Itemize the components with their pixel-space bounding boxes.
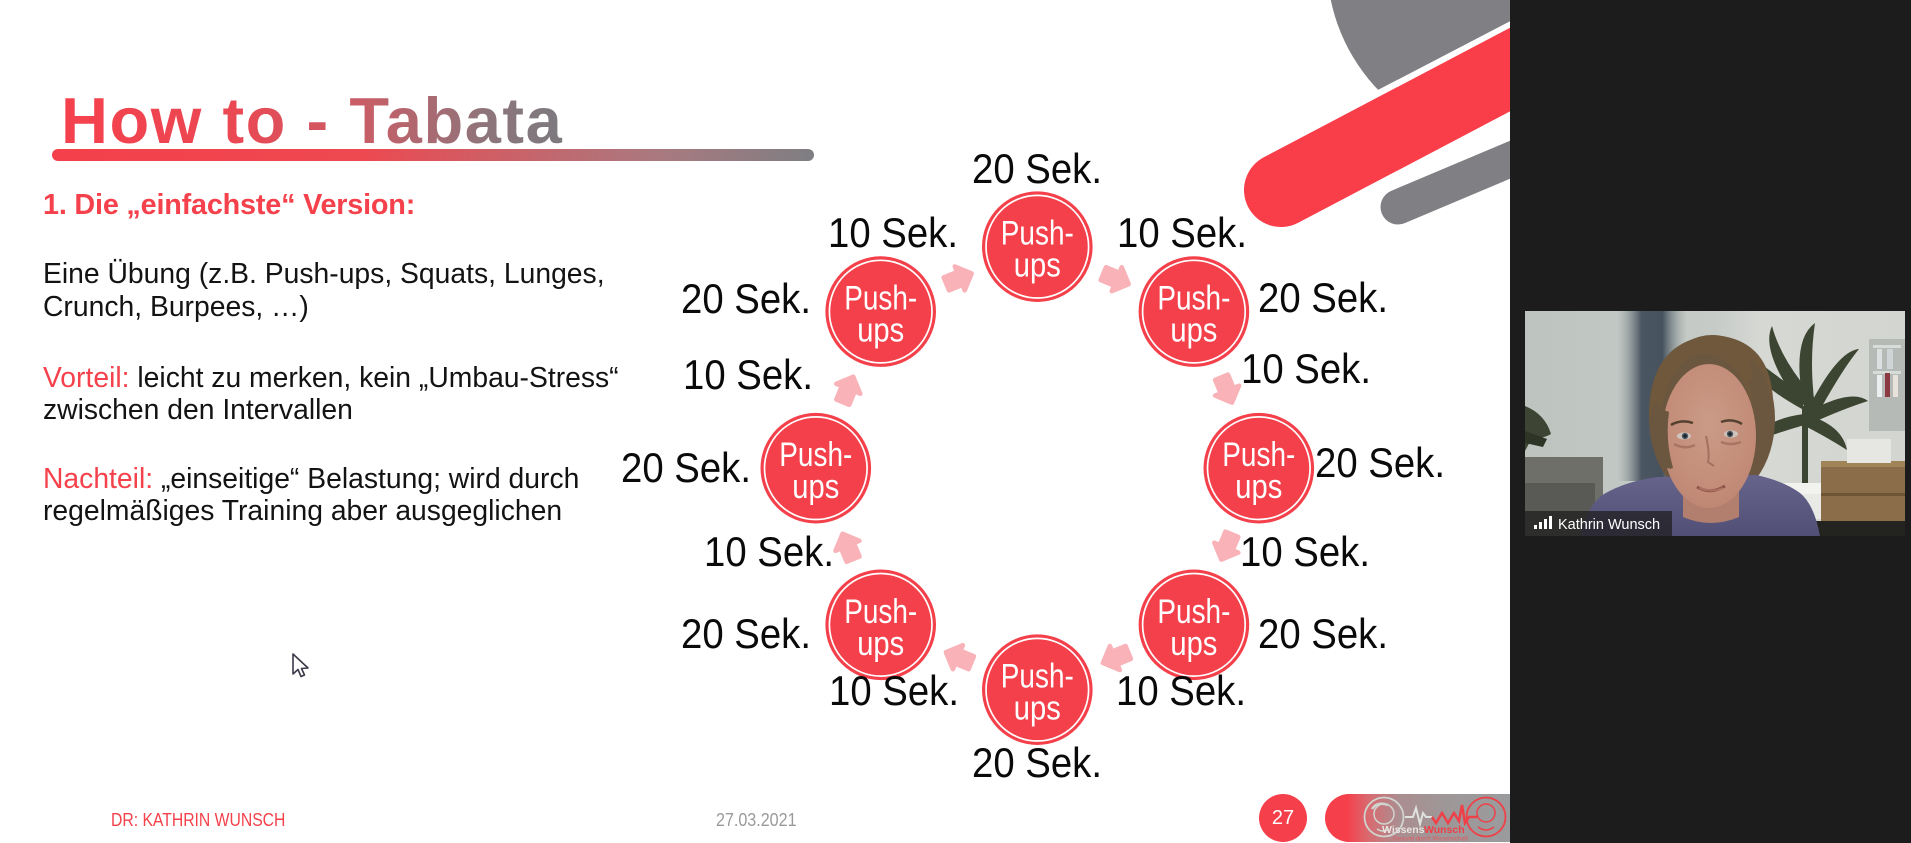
svg-text:Push-: Push- [844,280,917,318]
svg-text:20 Sek.: 20 Sek. [681,610,811,657]
svg-text:ups: ups [792,468,839,506]
svg-text:Push-: Push- [1157,280,1230,318]
svg-text:Push-: Push- [844,593,917,631]
svg-text:10 Sek.: 10 Sek. [829,667,959,714]
svg-text:Push-: Push- [1157,593,1230,631]
svg-text:Wunsch: Wunsch [1424,824,1465,836]
svg-text:ups: ups [1170,625,1217,663]
svg-text:20 Sek.: 20 Sek. [1258,274,1388,321]
svg-text:20 Sek.: 20 Sek. [1315,439,1445,486]
svg-text:Gesund durch Wissenschaft: Gesund durch Wissenschaft [1393,837,1468,843]
svg-text:10 Sek.: 10 Sek. [1241,345,1371,392]
svg-text:ups: ups [857,625,904,663]
svg-text:Wissens: Wissens [1382,824,1425,836]
svg-text:ups: ups [1235,468,1282,506]
svg-text:ups: ups [1014,247,1061,285]
svg-text:ups: ups [1170,312,1217,350]
svg-text:10 Sek.: 10 Sek. [1117,209,1247,256]
svg-text:Push-: Push- [1001,658,1074,696]
svg-text:ups: ups [857,312,904,350]
svg-text:ups: ups [1014,690,1061,728]
svg-text:Push-: Push- [779,436,852,474]
svg-text:Push-: Push- [1222,436,1295,474]
svg-text:Kathrin Wunsch: Kathrin Wunsch [1558,517,1660,533]
svg-text:20 Sek.: 20 Sek. [621,444,751,491]
svg-text:20 Sek.: 20 Sek. [681,275,811,322]
svg-text:20 Sek.: 20 Sek. [972,739,1102,786]
svg-text:10 Sek.: 10 Sek. [683,351,813,398]
svg-text:10 Sek.: 10 Sek. [1116,667,1246,714]
svg-text:10 Sek.: 10 Sek. [704,528,834,575]
svg-text:20 Sek.: 20 Sek. [1258,610,1388,657]
svg-text:Push-: Push- [1001,215,1074,253]
svg-text:20 Sek.: 20 Sek. [972,145,1102,192]
svg-text:10 Sek.: 10 Sek. [828,209,958,256]
svg-text:10 Sek.: 10 Sek. [1240,528,1370,575]
